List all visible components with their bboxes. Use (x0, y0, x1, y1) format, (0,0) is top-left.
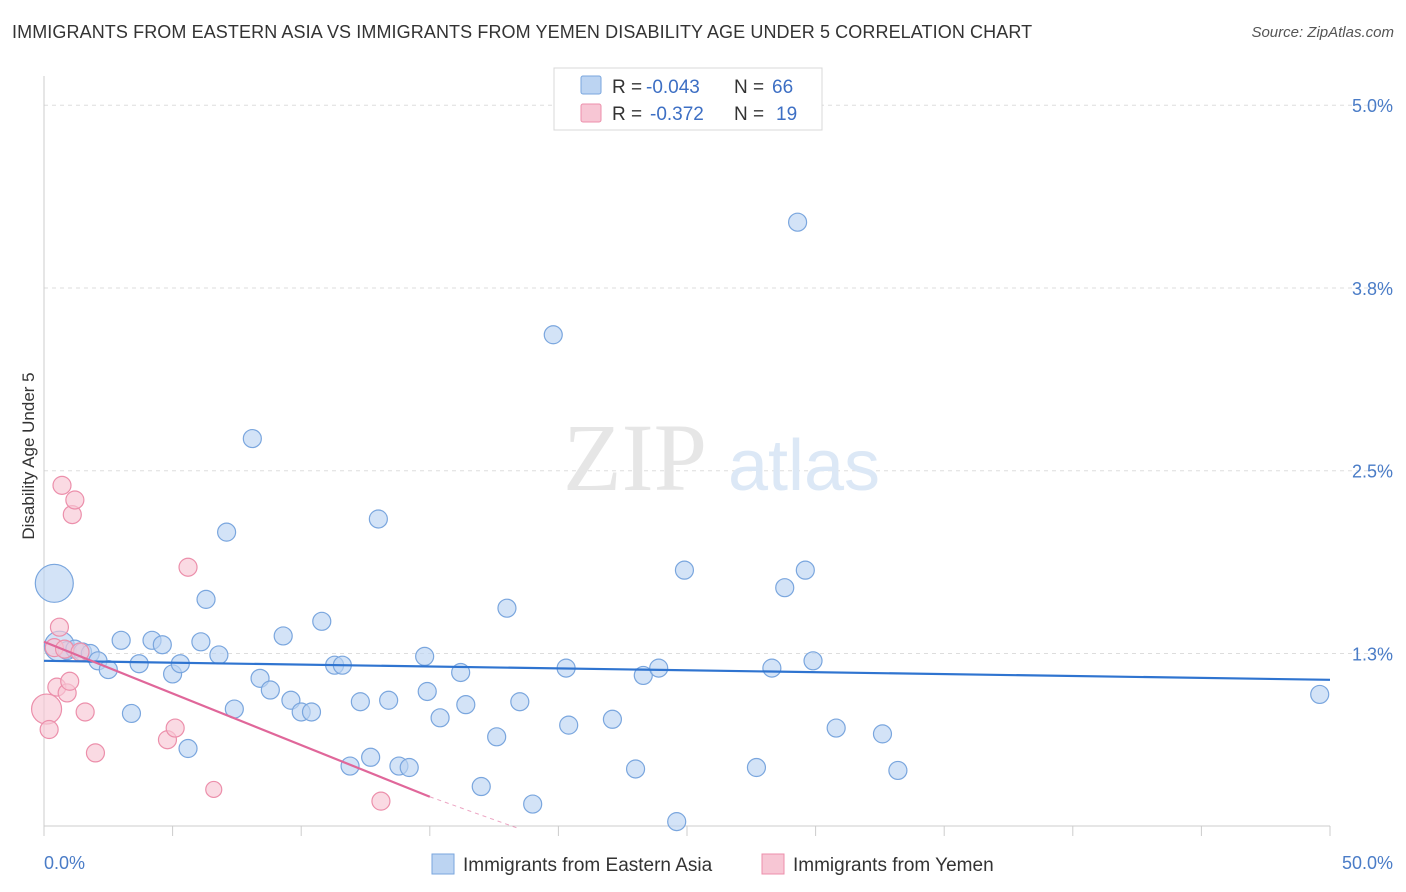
point-eastern-asia (340, 756, 360, 776)
point-eastern-asia (350, 692, 370, 712)
point-yemen (371, 791, 391, 811)
point-eastern-asia (379, 690, 399, 710)
point-yemen (39, 719, 59, 740)
point-eastern-asia (497, 598, 517, 618)
point-eastern-asia (217, 522, 237, 542)
point-eastern-asia (301, 702, 322, 722)
point-eastern-asia (456, 695, 476, 715)
point-yemen (205, 780, 223, 799)
x-tick-label-min: 0.0% (44, 853, 85, 873)
point-eastern-asia (191, 632, 211, 652)
y-tick-label: 5.0% (1352, 96, 1393, 116)
watermark-atlas: atlas (728, 426, 880, 506)
legend-n-label-1: N = (734, 77, 764, 98)
legend-r-label-2: R = (612, 104, 642, 125)
point-eastern-asia (415, 646, 435, 667)
point-yemen (178, 557, 198, 577)
watermark: ZIP atlas (563, 404, 880, 511)
y-axis-title: Disability Age Under 5 (19, 372, 38, 539)
point-eastern-asia (312, 611, 332, 631)
point-eastern-asia (523, 794, 543, 814)
legend-r-label-1: R = (612, 77, 642, 98)
point-eastern-asia (602, 709, 623, 729)
point-yemen (85, 743, 106, 763)
point-yemen (60, 671, 80, 691)
point-eastern-asia (242, 428, 262, 449)
point-eastern-asia (178, 738, 198, 759)
legend-r-value-2: -0.372 (650, 104, 704, 125)
point-eastern-asia (368, 509, 388, 529)
trend-lines (43, 640, 1331, 830)
y-tick-label: 1.3% (1352, 644, 1393, 664)
bottom-legend-swatch-yemen (761, 853, 785, 875)
point-eastern-asia (399, 757, 419, 778)
legend-swatch-yemen (580, 103, 602, 123)
legend: R = -0.043 N = 66 R = -0.372 N = 19 (553, 67, 823, 131)
point-eastern-asia (260, 680, 280, 700)
point-eastern-asia (510, 692, 530, 712)
point-yemen (165, 718, 185, 738)
point-eastern-asia (273, 626, 293, 646)
bottom-legend-label-yemen: Immigrants from Yemen (793, 855, 994, 876)
point-eastern-asia (34, 563, 74, 603)
point-eastern-asia (1310, 684, 1330, 705)
point-eastern-asia (795, 560, 815, 580)
grid-lines (44, 104, 1395, 654)
legend-n-value-1: 66 (772, 77, 793, 98)
point-eastern-asia (121, 703, 142, 724)
legend-r-value-1: -0.043 (646, 77, 700, 98)
point-yemen (65, 490, 85, 510)
point-eastern-asia (152, 635, 172, 655)
bottom-legend-label-eastern-asia: Immigrants from Eastern Asia (463, 855, 713, 876)
point-eastern-asia (209, 645, 229, 665)
point-eastern-asia (417, 681, 437, 702)
y-tick-label: 2.5% (1352, 462, 1393, 482)
data-points (30, 212, 1330, 832)
point-eastern-asia (826, 718, 846, 738)
point-eastern-asia (196, 589, 216, 609)
point-eastern-asia (667, 812, 687, 832)
point-eastern-asia (803, 651, 823, 671)
point-eastern-asia (430, 708, 450, 728)
trend-line-yemen-extension (429, 796, 520, 830)
point-eastern-asia (361, 747, 381, 767)
bottom-legend: Immigrants from Eastern Asia Immigrants … (431, 853, 994, 876)
point-eastern-asia (746, 757, 767, 778)
point-eastern-asia (762, 658, 782, 678)
point-eastern-asia (543, 325, 563, 345)
point-yemen (75, 702, 95, 722)
point-eastern-asia (129, 654, 149, 674)
chart-title: IMMIGRANTS FROM EASTERN ASIA VS IMMIGRAN… (12, 22, 1033, 42)
watermark-zip: ZIP (563, 404, 707, 511)
source-label: Source: ZipAtlas.com (1251, 24, 1394, 41)
trend-line-eastern-asia (43, 659, 1331, 681)
point-eastern-asia (888, 760, 908, 781)
point-eastern-asia (111, 630, 131, 650)
legend-n-label-2: N = (734, 104, 764, 125)
point-eastern-asia (649, 658, 669, 678)
point-eastern-asia (487, 727, 507, 747)
axes: Disability Age Under 5 (19, 76, 1331, 836)
x-tick-label-max: 50.0% (1342, 853, 1393, 873)
point-yemen (30, 693, 63, 725)
bottom-legend-swatch-eastern-asia (431, 853, 455, 875)
point-eastern-asia (633, 665, 653, 686)
point-eastern-asia (674, 560, 695, 580)
legend-n-value-2: 19 (776, 104, 797, 125)
point-yemen (52, 475, 72, 495)
point-eastern-asia (559, 715, 579, 735)
legend-swatch-eastern-asia (580, 75, 602, 95)
point-eastern-asia (787, 212, 808, 232)
point-eastern-asia (872, 724, 893, 744)
point-eastern-asia (625, 759, 646, 779)
point-yemen (49, 617, 70, 637)
tick-labels: 5.0% 3.8% 2.5% 1.3% 0.0% 50.0% (44, 96, 1393, 873)
y-tick-label: 3.8% (1352, 279, 1393, 299)
point-eastern-asia (775, 578, 795, 598)
point-eastern-asia (471, 776, 491, 797)
trend-line-yemen (43, 640, 431, 798)
